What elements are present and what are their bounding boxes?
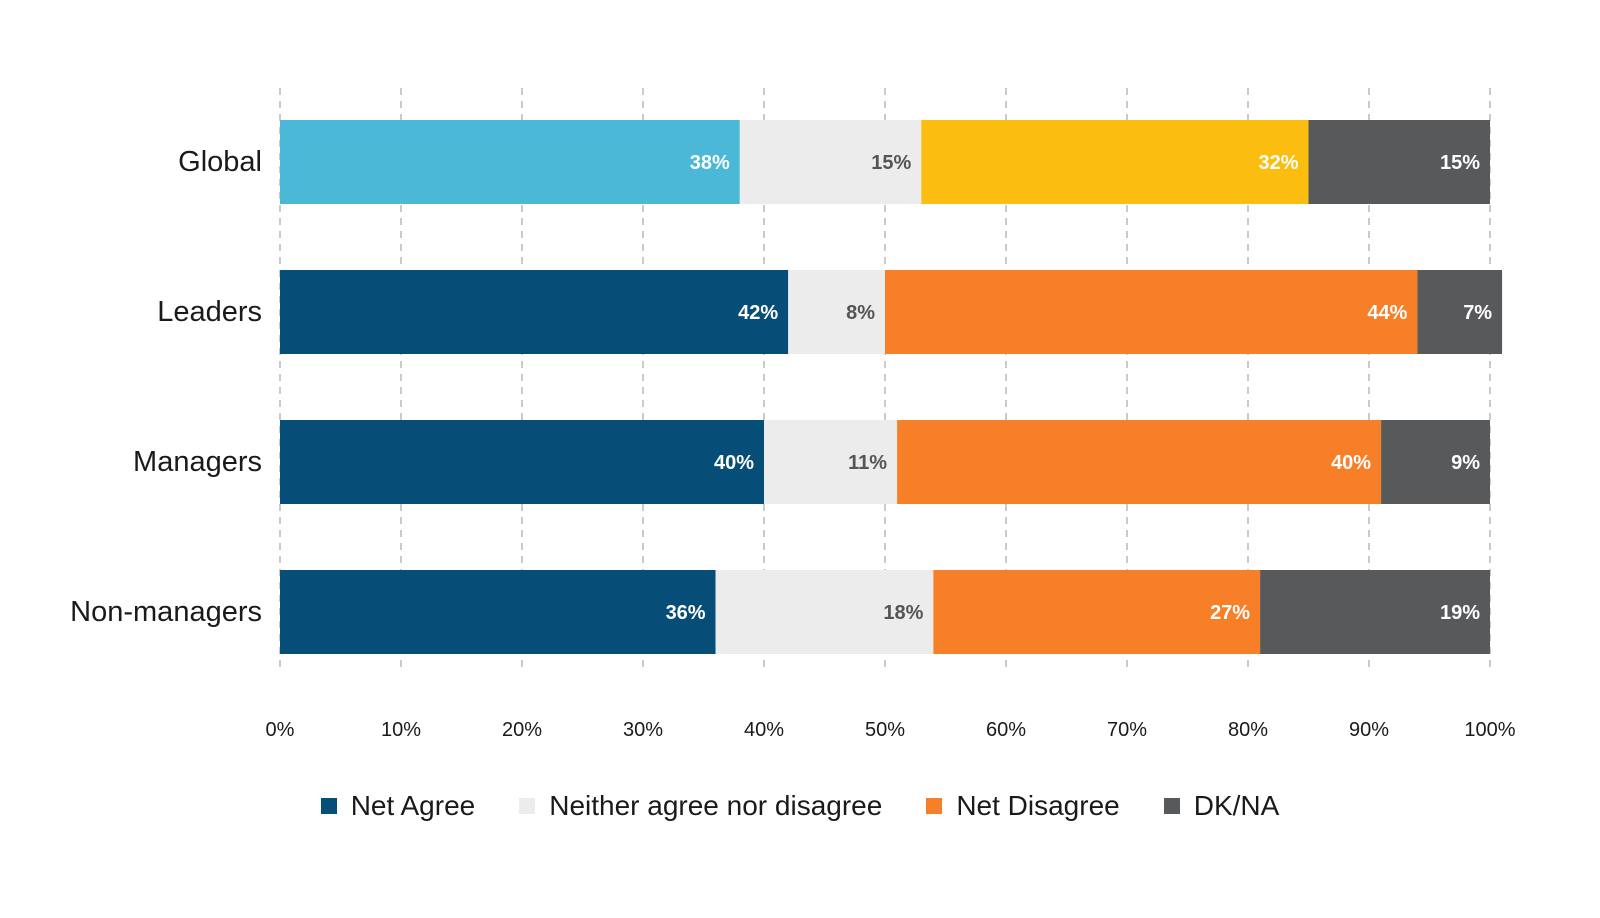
bar-segment <box>280 120 740 204</box>
bar-segment <box>1260 570 1490 654</box>
category-label: Leaders <box>157 296 262 328</box>
legend-label: Net Disagree <box>956 790 1120 821</box>
bar-segment <box>1381 420 1490 504</box>
data-labels: 38% 15% 32% 15% 42% 8% 44% 7% 40% 11% 40% 9% 36% 18% 2… <box>666 152 1493 624</box>
legend-label: DK/NA <box>1193 790 1280 821</box>
category-labels: Global Leaders Managers Non-managers <box>70 146 262 628</box>
data-label: 40% <box>1331 452 1371 474</box>
data-label: 32% <box>1258 152 1298 174</box>
x-tick-label: 30% <box>623 719 663 741</box>
x-tick-label: 0% <box>266 719 295 741</box>
x-tick-label: 40% <box>744 719 784 741</box>
bar-segment <box>788 270 885 354</box>
legend-swatch <box>519 798 536 814</box>
x-tick-label: 50% <box>865 719 905 741</box>
legend-swatch <box>1163 798 1180 814</box>
legend-item: Net Disagree <box>926 790 1120 822</box>
x-tick-labels: 0% 10% 20% 30% 40% 50% 60% 70% 80% 90% 100% <box>266 719 1516 741</box>
legend-swatch <box>926 798 943 814</box>
bar-segment <box>921 120 1309 204</box>
bar-segment <box>739 120 922 204</box>
category-label: Non-managers <box>70 596 262 628</box>
legend-item: Net Agree <box>320 790 476 822</box>
data-label: 15% <box>1440 152 1480 174</box>
legend-swatch <box>320 798 337 814</box>
data-label: 8% <box>846 302 875 324</box>
x-tick-label: 60% <box>986 719 1026 741</box>
data-label: 27% <box>1210 602 1250 624</box>
bar-segment <box>280 270 789 354</box>
data-label: 18% <box>883 602 923 624</box>
data-label: 7% <box>1463 302 1492 324</box>
bar-segment <box>1417 270 1503 354</box>
data-label: 42% <box>738 302 778 324</box>
data-label: 44% <box>1367 302 1407 324</box>
data-label: 40% <box>714 452 754 474</box>
data-label: 11% <box>848 452 887 474</box>
bar-segment <box>764 420 898 504</box>
data-label: 38% <box>690 152 730 174</box>
bar-segment <box>715 570 934 654</box>
data-label: 15% <box>871 152 911 174</box>
x-tick-label: 100% <box>1464 719 1515 741</box>
x-tick-label: 10% <box>381 719 421 741</box>
x-tick-label: 20% <box>502 719 542 741</box>
bar-segment <box>280 420 764 504</box>
bars <box>280 120 1503 654</box>
x-tick-label: 80% <box>1228 719 1268 741</box>
data-label: 19% <box>1440 602 1480 624</box>
legend-item: DK/NA <box>1163 790 1280 822</box>
data-label: 36% <box>666 602 706 624</box>
legend-item: Neither agree nor disagree <box>519 790 882 822</box>
x-tick-label: 70% <box>1107 719 1147 741</box>
bar-segment <box>897 420 1382 504</box>
category-label: Managers <box>133 446 262 478</box>
bar-segment <box>885 270 1418 354</box>
bar-segment <box>280 570 716 654</box>
legend: Net Agree Neither agree nor disagree Net… <box>0 790 1600 822</box>
data-label: 9% <box>1451 452 1480 474</box>
bar-segment <box>933 570 1261 654</box>
legend-label: Net Agree <box>350 790 476 821</box>
x-tick-label: 90% <box>1349 719 1389 741</box>
bar-segment <box>1308 120 1490 204</box>
legend-label: Neither agree nor disagree <box>549 790 883 821</box>
category-label: Global <box>178 146 262 178</box>
